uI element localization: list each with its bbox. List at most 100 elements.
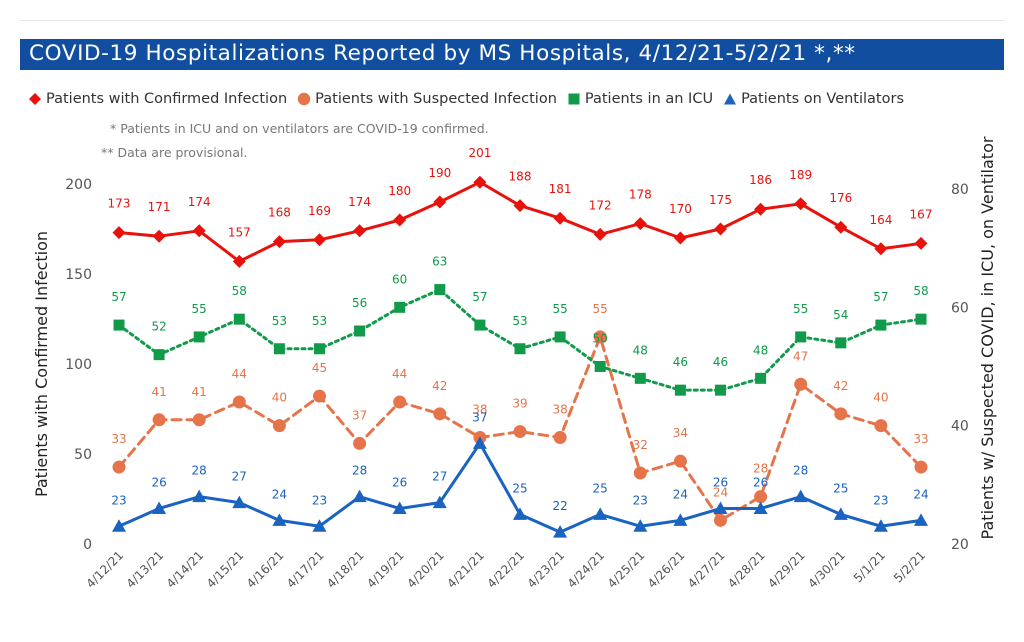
data-label: 53 <box>272 314 287 328</box>
data-label: 24 <box>272 487 287 501</box>
data-point-suspected <box>313 389 326 403</box>
data-label: 55 <box>552 302 567 316</box>
data-label: 24 <box>913 487 928 501</box>
data-point-suspected <box>914 460 928 474</box>
data-label: 44 <box>232 367 247 381</box>
data-label: 55 <box>192 302 207 316</box>
x-tick-label: 4/23/21 <box>525 548 568 591</box>
data-point-suspected <box>152 413 166 427</box>
data-label: 170 <box>669 202 692 216</box>
circle-icon <box>297 92 311 106</box>
data-label: 174 <box>348 195 371 209</box>
y-tick-label: 0 <box>83 537 92 553</box>
data-label: 40 <box>272 391 287 405</box>
x-tick-label: 4/13/21 <box>124 548 167 591</box>
legend-item-confirmed[interactable]: Patients with Confirmed Infection <box>28 91 287 107</box>
data-label: 26 <box>392 476 407 490</box>
y-tick-label: 50 <box>74 447 92 463</box>
data-point-ventilators <box>112 519 126 532</box>
data-label: 171 <box>148 200 171 214</box>
data-point-suspected <box>874 419 888 433</box>
data-point-icu <box>474 319 486 331</box>
data-label: 25 <box>512 481 527 495</box>
legend-label-icu: Patients in an ICU <box>584 91 714 107</box>
data-label: 57 <box>111 290 126 304</box>
data-label: 32 <box>633 438 648 452</box>
data-point-confirmed <box>272 235 286 249</box>
data-label: 25 <box>833 481 848 495</box>
y-tick-label: 100 <box>65 357 92 373</box>
series-line-diamond <box>117 180 923 263</box>
legend-item-ventilators[interactable]: Patients on Ventilators <box>723 91 904 107</box>
y2-tick-label: 40 <box>951 419 969 435</box>
data-point-icu <box>113 319 125 331</box>
data-point-icu <box>233 313 245 325</box>
x-tick-label: 4/21/21 <box>444 548 487 591</box>
y2-tick-label: 60 <box>951 300 969 316</box>
data-label: 167 <box>910 207 933 221</box>
data-point-confirmed <box>633 217 647 231</box>
data-label: 52 <box>151 320 166 334</box>
data-point-suspected <box>192 413 206 427</box>
data-point-suspected <box>232 395 246 409</box>
data-label: 33 <box>913 432 928 446</box>
data-label: 44 <box>392 367 407 381</box>
data-point-icu <box>314 343 325 355</box>
data-label: 188 <box>509 170 532 184</box>
data-label: 53 <box>312 314 327 328</box>
data-point-icu <box>514 343 526 355</box>
data-point-suspected <box>754 490 768 504</box>
data-point-confirmed <box>433 195 447 209</box>
square-icon <box>568 93 580 105</box>
data-point-icu <box>835 337 847 349</box>
data-point-ventilators <box>593 507 608 520</box>
data-point-ventilators <box>192 489 207 503</box>
data-point-suspected <box>433 407 447 421</box>
data-point-icu <box>554 331 566 343</box>
data-point-confirmed <box>553 211 567 225</box>
data-label: 176 <box>829 191 852 205</box>
data-label: 25 <box>593 481 608 495</box>
data-point-suspected <box>513 425 527 439</box>
data-label: 174 <box>188 195 211 209</box>
y2-axis-title: Patients w/ Suspected COVID, in ICU, on … <box>978 136 997 539</box>
data-point-suspected <box>112 460 126 474</box>
data-point-suspected <box>393 395 407 409</box>
data-point-confirmed <box>232 254 246 268</box>
data-point-suspected <box>673 454 687 468</box>
data-point-confirmed <box>152 229 166 243</box>
top-divider <box>20 20 1004 21</box>
y-tick-label: 200 <box>65 177 92 193</box>
data-label: 46 <box>673 355 688 369</box>
data-label: 23 <box>312 493 327 507</box>
data-point-suspected <box>272 419 286 433</box>
x-tick-label: 4/24/21 <box>565 548 608 591</box>
data-label: 22 <box>552 499 567 513</box>
data-label: 28 <box>753 462 768 476</box>
x-tick-label: 4/19/21 <box>364 548 407 591</box>
data-label: 190 <box>428 166 451 180</box>
data-label: 38 <box>472 403 487 417</box>
x-tick-label: 4/20/21 <box>404 548 447 591</box>
data-point-confirmed <box>673 231 687 245</box>
data-point-confirmed <box>834 220 848 234</box>
x-tick-label: 4/14/21 <box>164 548 207 591</box>
data-label: 48 <box>633 343 648 357</box>
data-label: 28 <box>192 464 207 478</box>
data-label: 26 <box>151 476 166 490</box>
data-label: 28 <box>793 464 808 478</box>
data-label: 37 <box>352 408 367 422</box>
data-point-ventilators <box>352 489 367 503</box>
data-label: 41 <box>151 385 166 399</box>
x-tick-label: 4/18/21 <box>324 548 367 591</box>
data-label: 178 <box>629 188 652 202</box>
data-label: 63 <box>432 255 447 269</box>
legend-item-icu[interactable]: Patients in an ICU <box>567 91 713 107</box>
legend-label-ventilators: Patients on Ventilators <box>741 91 905 107</box>
y2-tick-label: 80 <box>951 182 969 198</box>
x-tick-label: 4/17/21 <box>284 548 327 591</box>
data-label: 181 <box>549 182 572 196</box>
data-point-confirmed <box>593 227 607 241</box>
legend-item-suspected[interactable]: Patients with Suspected Infection <box>297 91 557 107</box>
